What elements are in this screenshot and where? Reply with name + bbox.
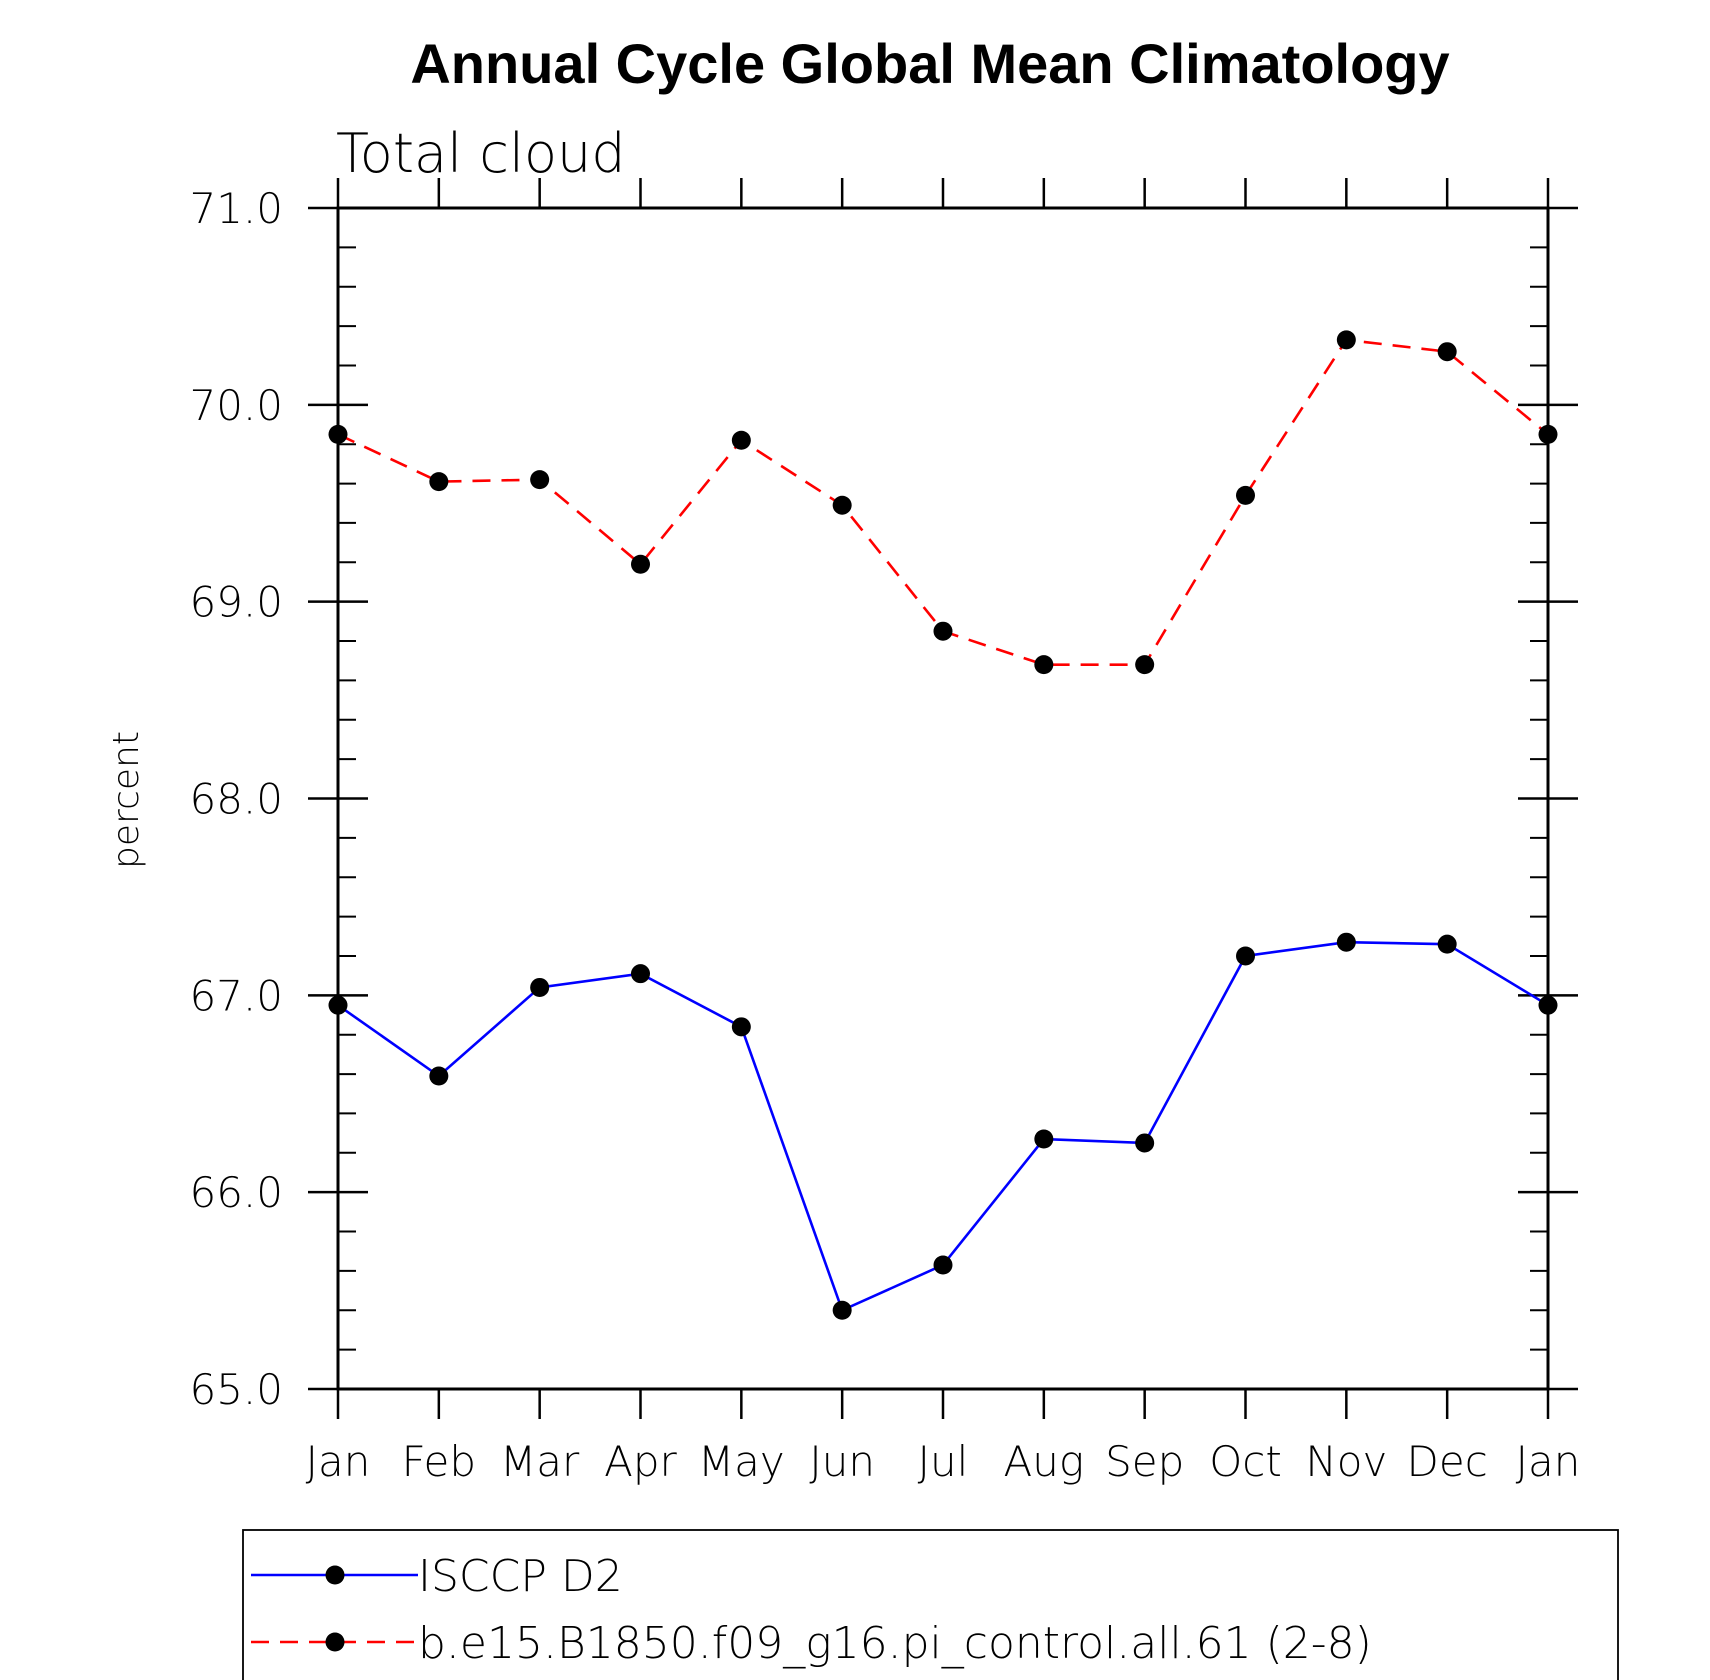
series-1-point bbox=[429, 1066, 449, 1086]
series-1-point bbox=[1135, 1133, 1155, 1153]
series-1-point bbox=[1538, 995, 1558, 1015]
series-2-point bbox=[328, 424, 348, 444]
plot-frame bbox=[336, 206, 1550, 1391]
series-2-point bbox=[429, 472, 449, 492]
chart-subtitle: Total cloud bbox=[336, 122, 626, 185]
y-axis-label: percent bbox=[106, 731, 147, 869]
x-tick-label: Aug bbox=[1004, 1437, 1085, 1486]
y-tick-label: 71.0 bbox=[189, 184, 283, 233]
y-tick-label: 65.0 bbox=[189, 1365, 283, 1414]
series-2-point bbox=[832, 495, 852, 515]
series-1-point bbox=[631, 964, 650, 984]
series-1-point bbox=[1437, 934, 1457, 954]
legend-marker-1 bbox=[325, 1565, 345, 1585]
y-tick-label: 68.0 bbox=[189, 775, 283, 824]
x-tick-label: Jan bbox=[1516, 1437, 1581, 1486]
x-tick-label: May bbox=[698, 1437, 785, 1486]
x-tick-label: Dec bbox=[1407, 1437, 1488, 1486]
series-2-point bbox=[631, 554, 650, 574]
series-2-point bbox=[1538, 424, 1558, 444]
series-2-point bbox=[1034, 655, 1054, 675]
x-tick-label: Sep bbox=[1105, 1437, 1184, 1486]
y-tick-label: 66.0 bbox=[189, 1168, 283, 1217]
legend-marker-2 bbox=[325, 1632, 345, 1652]
y-tick-label: 69.0 bbox=[189, 578, 283, 627]
legend-label-2: b.e15.B1850.f09_g16.pi_control.all.61 (2… bbox=[418, 1618, 1372, 1669]
x-tick-label: Feb bbox=[402, 1437, 476, 1486]
y-tick-label: 67.0 bbox=[189, 971, 283, 1020]
series-2-point bbox=[933, 621, 953, 641]
chart-title: Annual Cycle Global Mean Climatology bbox=[410, 32, 1449, 95]
series-2-point bbox=[1336, 330, 1356, 350]
series-line-2 bbox=[337, 338, 1549, 666]
series-line-1 bbox=[337, 940, 1549, 1313]
series-2-point bbox=[1135, 655, 1155, 675]
series-1-point bbox=[328, 995, 348, 1015]
y-tick-label: 70.0 bbox=[189, 381, 283, 430]
series-1-point bbox=[530, 977, 550, 997]
series-2-point bbox=[530, 470, 550, 490]
x-tick-label: Jan bbox=[306, 1437, 371, 1486]
series-2-point bbox=[731, 430, 751, 450]
x-tick-label: Apr bbox=[604, 1437, 677, 1486]
legend-box bbox=[242, 1529, 1619, 1680]
legend-label-1: ISCCP D2 bbox=[418, 1551, 623, 1602]
axes: Jan Feb Mar Apr May Jun Jul Aug Sep Oct Nov Dec Jan 6… bbox=[189, 178, 1580, 1486]
plot-area bbox=[328, 330, 1558, 1320]
x-tick-label: Nov bbox=[1305, 1437, 1387, 1486]
legend: ISCCP D2 b.e15.B1850.f09_g16.pi_control.a… bbox=[242, 1529, 1619, 1680]
x-tick-label: Oct bbox=[1209, 1437, 1282, 1486]
x-tick-label: Jul bbox=[918, 1437, 969, 1486]
series-1-point bbox=[832, 1300, 852, 1320]
series-1-point bbox=[731, 1017, 751, 1037]
series-2-point bbox=[1236, 485, 1255, 505]
series-1-point bbox=[1034, 1129, 1054, 1149]
x-tick-label: Jun bbox=[809, 1437, 875, 1486]
series-2-point bbox=[1437, 342, 1457, 362]
series-1-point bbox=[1336, 932, 1356, 952]
series-1-point bbox=[1236, 946, 1255, 966]
x-tick-label: Mar bbox=[500, 1437, 580, 1486]
series-1-point bbox=[933, 1255, 953, 1275]
